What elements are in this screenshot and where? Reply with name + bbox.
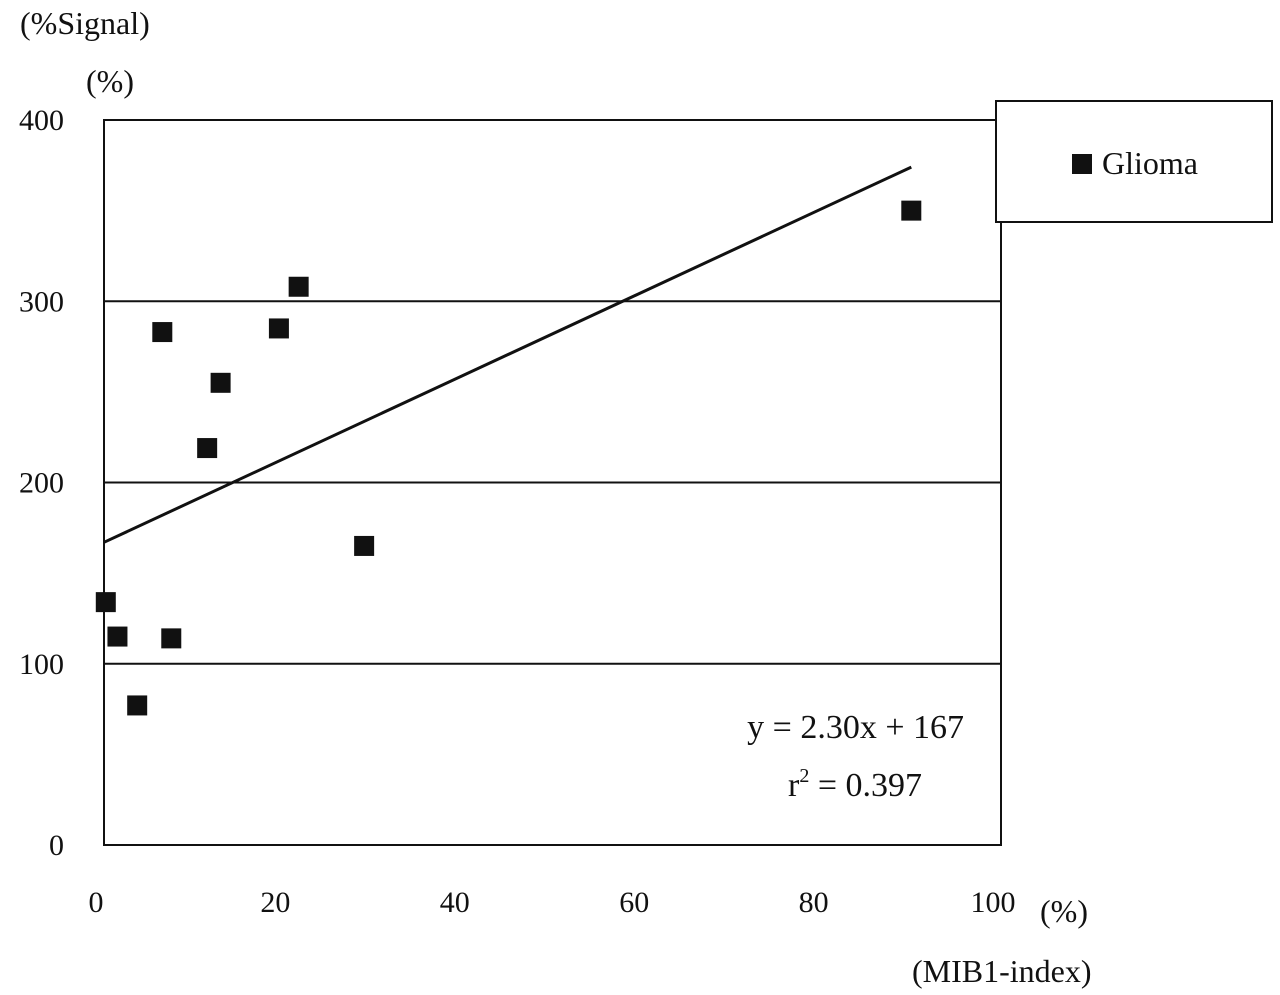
x-tick-label: 100	[971, 886, 1016, 919]
data-point	[210, 372, 231, 393]
y-tick-label: 0	[49, 829, 64, 862]
r-squared: r2 = 0.397	[788, 765, 922, 804]
y-tick-label: 200	[19, 467, 64, 500]
r-squared-value: = 0.397	[809, 767, 922, 804]
legend-label: Glioma	[1102, 145, 1198, 181]
y-tick-label: 400	[19, 104, 64, 137]
y-axis-unit-top: (%Signal)	[20, 5, 150, 41]
y-tick-label: 300	[19, 285, 64, 318]
gridlines	[104, 119, 1001, 665]
regression-equation: y = 2.30x + 167	[747, 709, 964, 746]
data-point	[107, 626, 128, 647]
data-point	[288, 276, 309, 297]
data-point	[127, 695, 148, 716]
legend: Glioma	[995, 100, 1273, 223]
y-axis-unit: (%)	[86, 63, 134, 99]
x-axis-label: (MIB1-index)	[912, 953, 1092, 989]
data-points	[95, 200, 922, 716]
x-tick-labels: 0 20 40 60 80 100	[89, 886, 1016, 919]
x-tick-label: 80	[799, 886, 829, 919]
y-tick-label: 100	[19, 648, 64, 681]
data-point	[901, 200, 922, 221]
r-squared-exponent: 2	[799, 765, 809, 787]
data-point	[197, 438, 218, 459]
r-squared-prefix: r	[788, 767, 800, 804]
x-axis-unit: (%)	[1040, 893, 1088, 929]
data-point	[95, 592, 116, 613]
x-tick-label: 40	[440, 886, 470, 919]
data-point	[152, 322, 173, 343]
x-tick-label: 20	[260, 886, 290, 919]
data-point	[354, 535, 375, 556]
trendline-group	[103, 165, 912, 544]
x-tick-label: 0	[89, 886, 104, 919]
data-point	[268, 318, 289, 339]
legend-box	[995, 100, 1273, 223]
trendline	[103, 165, 912, 544]
x-tick-label: 60	[619, 886, 649, 919]
y-tick-labels: 0 100 200 300 400	[19, 104, 64, 862]
data-point	[161, 628, 182, 649]
legend-marker	[1072, 154, 1092, 174]
